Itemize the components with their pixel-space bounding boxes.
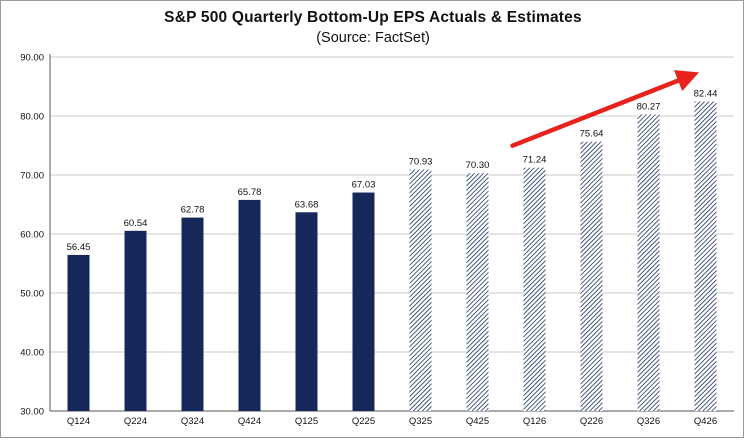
x-tick-label: Q125 — [295, 416, 318, 427]
x-tick-label: Q425 — [466, 416, 489, 427]
x-tick-label: Q426 — [694, 416, 717, 427]
x-tick-label: Q325 — [409, 416, 432, 427]
data-label: 80.27 — [637, 101, 661, 112]
bar-q224-actual — [124, 230, 147, 411]
bar-q326-estimate — [637, 114, 660, 412]
x-tick-label: Q326 — [637, 416, 660, 427]
bar-q124-actual — [67, 254, 90, 411]
data-label: 63.68 — [295, 199, 319, 210]
x-tick-label: Q424 — [238, 416, 261, 427]
data-label: 75.64 — [580, 129, 604, 140]
chart-subtitle: (Source: FactSet) — [316, 30, 430, 46]
trend-arrow — [510, 70, 700, 148]
bar-q125-actual — [295, 212, 318, 411]
data-label: 60.54 — [124, 218, 148, 229]
y-tick-label: 30.00 — [20, 407, 44, 418]
data-label: 56.45 — [67, 242, 91, 253]
bar-q425-estimate — [466, 173, 489, 411]
y-tick-label: 70.00 — [20, 171, 44, 182]
x-tick-label: Q126 — [523, 416, 546, 427]
data-label: 62.78 — [181, 205, 205, 216]
x-tick-label: Q224 — [124, 416, 147, 427]
data-label: 82.44 — [694, 89, 718, 100]
bar-q126-estimate — [523, 167, 546, 411]
x-tick-label: Q324 — [181, 416, 204, 427]
y-tick-label: 50.00 — [20, 289, 44, 300]
data-label: 65.78 — [238, 187, 262, 198]
bar-q426-estimate — [694, 101, 717, 411]
y-tick-label: 60.00 — [20, 230, 44, 241]
bar-q325-estimate — [409, 169, 432, 411]
chart-title: S&P 500 Quarterly Bottom-Up EPS Actuals … — [164, 9, 582, 26]
data-label: 70.30 — [466, 160, 490, 171]
data-label: 70.93 — [409, 157, 433, 168]
bar-q324-actual — [181, 217, 204, 411]
y-tick-label: 40.00 — [20, 348, 44, 359]
bar-q225-actual — [352, 192, 375, 411]
bar-q424-actual — [238, 199, 261, 411]
data-label: 67.03 — [352, 180, 376, 191]
x-tick-label: Q124 — [67, 416, 90, 427]
y-tick-label: 80.00 — [20, 112, 44, 123]
bar-q226-estimate — [580, 141, 603, 411]
data-label: 71.24 — [523, 155, 547, 166]
y-tick-label: 90.00 — [20, 53, 44, 64]
x-tick-label: Q226 — [580, 416, 603, 427]
x-tick-label: Q225 — [352, 416, 375, 427]
